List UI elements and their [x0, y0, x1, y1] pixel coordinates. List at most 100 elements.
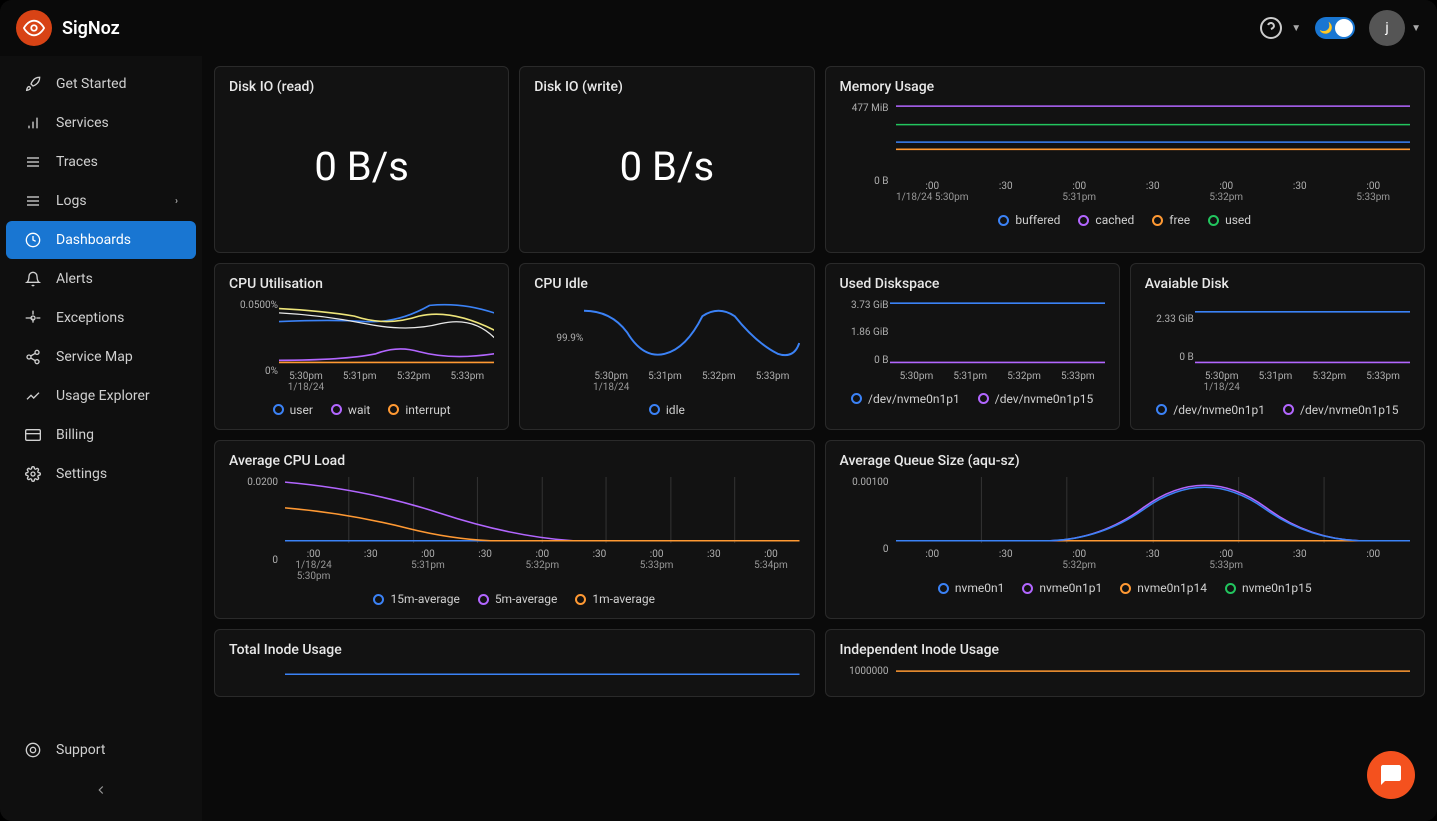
legend: /dev/nvme0n1p1/dev/nvme0n1p15 [1145, 403, 1410, 417]
legend-label: idle [666, 403, 685, 417]
user-avatar[interactable]: j [1369, 10, 1405, 46]
sidebar-item-label: Usage Explorer [56, 388, 150, 404]
legend-item[interactable]: nvme0n1p1 [1022, 581, 1102, 595]
x-tick: 5:32pm [997, 371, 1051, 382]
legend-marker-icon [1225, 583, 1236, 594]
sidebar-item-get-started[interactable]: Get Started [6, 65, 196, 103]
help-chevron-icon[interactable]: ▼ [1291, 23, 1301, 34]
legend-item[interactable]: idle [649, 403, 685, 417]
sidebar-item-billing[interactable]: Billing [6, 416, 196, 454]
x-axis: 5:30pm5:31pm5:32pm5:33pm [890, 371, 1105, 382]
legend-marker-icon [978, 393, 989, 404]
panel-used-diskspace[interactable]: Used Diskspace 3.73 GiB 1.86 GiB 0 B [825, 263, 1120, 430]
x-tick: 5:33pm [1356, 371, 1410, 393]
sidebar-item-label: Get Started [56, 76, 127, 92]
sidebar-item-traces[interactable]: Traces [6, 143, 196, 181]
legend-item[interactable]: 15m-average [373, 592, 459, 606]
legend-item[interactable]: free [1152, 213, 1190, 227]
legend-item[interactable]: user [273, 403, 313, 417]
stat-value: 0 B/s [534, 103, 799, 240]
theme-toggle[interactable]: 🌙 [1315, 17, 1355, 39]
legend-label: buffered [1015, 213, 1060, 227]
sidebar-item-service-map[interactable]: Service Map [6, 338, 196, 376]
panel-cpu-load[interactable]: Average CPU Load 0.0200 0 [214, 440, 815, 620]
cpu-load-chart [285, 477, 800, 544]
legend-marker-icon [1208, 215, 1219, 226]
panel-title: Used Diskspace [840, 276, 1105, 292]
sidebar-item-label: Settings [56, 466, 107, 482]
sidebar-item-label: Exceptions [56, 310, 124, 326]
x-tick: :001/18/24 5:30pm [285, 549, 342, 582]
legend-item[interactable]: buffered [998, 213, 1060, 227]
legend-item[interactable]: used [1208, 213, 1251, 227]
sidebar: Get Started Services Traces Logs›Dashboards… [0, 56, 202, 821]
legend-label: /dev/nvme0n1p15 [995, 392, 1093, 406]
user-chevron-icon[interactable]: ▼ [1411, 23, 1421, 34]
legend: user wait interrupt [229, 403, 494, 417]
cpu-util-chart [279, 300, 494, 365]
sidebar-item-settings[interactable]: Settings [6, 455, 196, 493]
sidebar-item-services[interactable]: Services [6, 104, 196, 142]
panel-disk-write[interactable]: Disk IO (write) 0 B/s [519, 66, 814, 253]
panel-available-disk[interactable]: Avaiable Disk 2.33 GiB 0 B 5:30pm1/18/24… [1130, 263, 1425, 430]
help-icon[interactable] [1257, 14, 1285, 42]
legend-marker-icon [1120, 583, 1131, 594]
panel-independent-inode[interactable]: Independent Inode Usage 1000000 [825, 629, 1426, 697]
panel-cpu-utilisation[interactable]: CPU Utilisation 0.0500% 0% [214, 263, 509, 430]
bar-chart-icon [24, 115, 42, 131]
x-tick: 5:33pm [746, 371, 800, 393]
x-tick: :005:33pm [1190, 549, 1264, 571]
legend-label: nvme0n1p1 [1039, 581, 1102, 595]
topbar: SigNoz ▼ 🌙 j ▼ [0, 0, 1437, 56]
gauge-icon [24, 232, 42, 248]
chat-fab[interactable] [1367, 751, 1415, 799]
legend-item[interactable]: cached [1078, 213, 1134, 227]
chat-icon [1379, 763, 1403, 787]
legend-label: cached [1095, 213, 1134, 227]
legend-label: nvme0n1p15 [1242, 581, 1312, 595]
panel-title: Average Queue Size (aqu-sz) [840, 453, 1411, 469]
legend-marker-icon [1022, 583, 1033, 594]
legend-item[interactable]: nvme0n1p15 [1225, 581, 1312, 595]
panel-title: CPU Idle [534, 276, 799, 292]
used-disk-chart [890, 300, 1105, 365]
sidebar-item-label: Traces [56, 154, 98, 170]
legend-item[interactable]: interrupt [388, 403, 450, 417]
x-tick: 5:32pm [692, 371, 746, 393]
x-tick: 5:30pm1/18/24 [1195, 371, 1249, 393]
panel-queue-size[interactable]: Average Queue Size (aqu-sz) 0.00100 0 [825, 440, 1426, 620]
panel-cpu-idle[interactable]: CPU Idle 99.9% 5:30pm1/18/245:31pm5:32pm… [519, 263, 814, 430]
legend-item[interactable]: 1m-average [575, 592, 655, 606]
legend-item[interactable]: /dev/nvme0n1p15 [1283, 403, 1398, 417]
x-tick: :001/18/24 5:30pm [896, 181, 970, 203]
x-axis: :00:30:005:32pm:30:005:33pm:30:00 [896, 549, 1411, 571]
legend-item[interactable]: /dev/nvme0n1p1 [851, 392, 960, 406]
legend-marker-icon [575, 594, 586, 605]
legend-label: 1m-average [592, 592, 655, 606]
legend-item[interactable]: wait [331, 403, 370, 417]
legend-item[interactable]: nvme0n1 [938, 581, 1004, 595]
legend: idle [534, 403, 799, 417]
sidebar-item-support[interactable]: Support [6, 731, 196, 769]
legend-item[interactable]: 5m-average [478, 592, 558, 606]
x-tick: :005:34pm [742, 549, 799, 582]
x-tick: 5:31pm [943, 371, 997, 382]
panel-total-inode[interactable]: Total Inode Usage [214, 629, 815, 697]
x-tick: :005:32pm [1043, 549, 1117, 571]
sidebar-item-alerts[interactable]: Alerts [6, 260, 196, 298]
x-tick: :30 [571, 549, 628, 582]
legend-item[interactable]: nvme0n1p14 [1120, 581, 1207, 595]
legend-item[interactable]: /dev/nvme0n1p1 [1156, 403, 1265, 417]
sidebar-item-logs[interactable]: Logs› [6, 182, 196, 220]
legend: /dev/nvme0n1p1/dev/nvme0n1p15 [840, 392, 1105, 406]
sidebar-collapse-button[interactable] [0, 770, 202, 813]
panel-disk-read[interactable]: Disk IO (read) 0 B/s [214, 66, 509, 253]
panel-title: Total Inode Usage [229, 642, 800, 658]
sidebar-item-exceptions[interactable]: Exceptions [6, 299, 196, 337]
cog-icon [24, 310, 42, 326]
sidebar-item-usage-explorer[interactable]: Usage Explorer [6, 377, 196, 415]
panel-memory-usage[interactable]: Memory Usage 477 MiB 0 B [825, 66, 1426, 253]
legend-item[interactable]: /dev/nvme0n1p15 [978, 392, 1093, 406]
sidebar-item-dashboards[interactable]: Dashboards [6, 221, 196, 259]
sidebar-item-label: Logs [56, 193, 87, 209]
